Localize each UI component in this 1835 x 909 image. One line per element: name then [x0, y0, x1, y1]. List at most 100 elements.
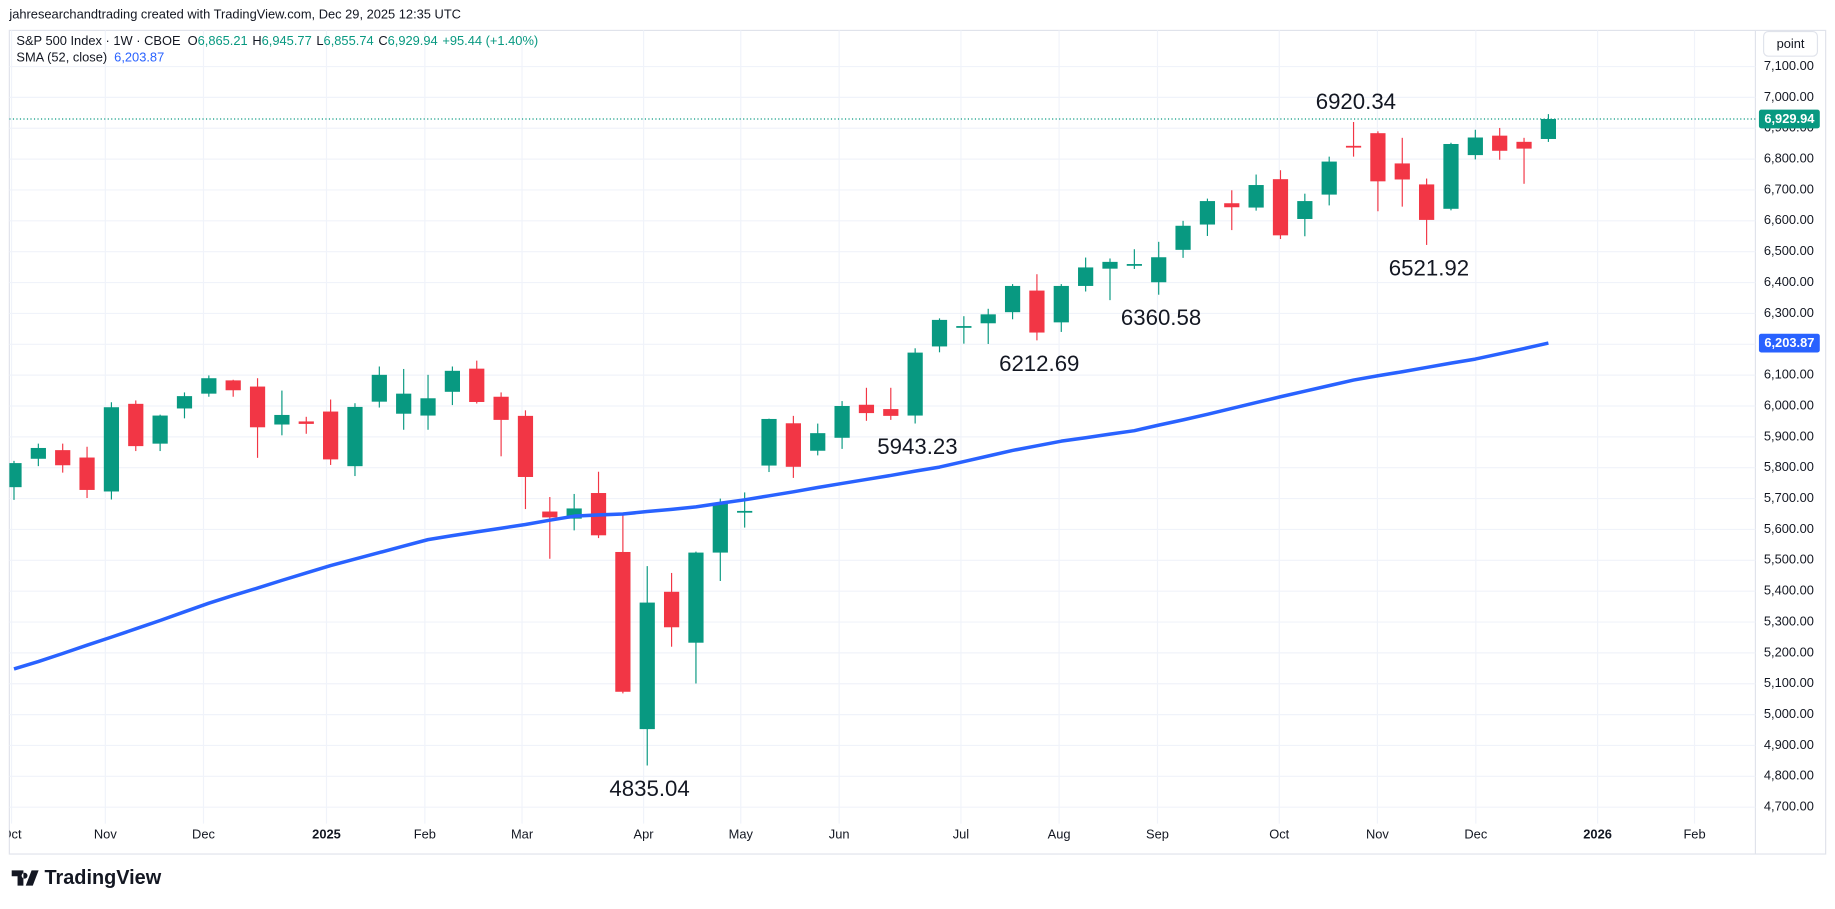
sma-line [13, 341, 1549, 671]
logo-icon [11, 870, 39, 886]
x-tick-label: 2025 [312, 827, 341, 842]
candle-body [444, 370, 460, 392]
annotation: 6521.92 [1389, 255, 1469, 280]
credit: jahresearchandtrading created with Tradi… [8, 7, 461, 22]
x-tick: Nov [94, 827, 117, 842]
candle-body [1419, 184, 1435, 220]
last-price-box [1758, 109, 1820, 129]
candle-body [1053, 285, 1069, 323]
candle-body [249, 386, 266, 428]
ohlc-key: C [378, 34, 387, 49]
candle-body [542, 511, 558, 518]
candle-body [1297, 201, 1313, 219]
legend-symbol-line: S&P 500 Index · 1W · CBOE O6,865.21 H6,945… [16, 34, 538, 49]
candle-body [30, 447, 46, 459]
x-tick-label: Aug [1048, 827, 1071, 842]
candle-body [1004, 285, 1021, 313]
candle-body [639, 602, 655, 730]
candle-body [128, 403, 144, 447]
candle-body [1443, 143, 1459, 209]
last-price-label: 6,929.94 [1764, 111, 1815, 126]
x-tick-label: Mar [511, 827, 534, 842]
candle-body [737, 510, 753, 513]
x-tick: Nov [1366, 827, 1389, 842]
ohlc-key: L [316, 34, 323, 49]
ohlc-key: H [252, 34, 261, 49]
x-tick-label: Feb [414, 827, 436, 842]
candle-body [566, 508, 582, 519]
unit-button-label[interactable]: point [1777, 36, 1805, 51]
x-tick: Mar [511, 827, 534, 842]
annotation: 6920.34 [1316, 89, 1396, 114]
y-tick-label: 4,800.00 [1764, 768, 1814, 783]
y-tick-label: 6,000.00 [1764, 397, 1814, 412]
candle-body [152, 415, 168, 444]
x-tick-label: Apr [634, 827, 655, 842]
x-tick: Oct [1269, 827, 1289, 842]
candle-body [493, 396, 509, 420]
sma-name: SMA (52, close) [16, 50, 107, 65]
y-tick-label: 5,900.00 [1764, 428, 1814, 443]
y-tick-label: 5,400.00 [1764, 583, 1814, 598]
y-tick-label: 5,500.00 [1764, 552, 1814, 567]
x-tick: Oct [9, 827, 22, 842]
annotation: 6212.69 [999, 351, 1079, 376]
x-tick: 2026 [1583, 827, 1612, 842]
y-tick-label: 5,800.00 [1764, 459, 1814, 474]
y-tick-label: 6,300.00 [1764, 305, 1814, 320]
candle-body [907, 352, 923, 416]
candle-body [1272, 179, 1289, 236]
unit-button[interactable] [1763, 31, 1819, 57]
logo-text: TradingView [44, 867, 161, 889]
change: +95.44 (+1.40%) [442, 34, 538, 49]
y-tick-label: 6,100.00 [1764, 367, 1814, 382]
y-tick-label: 6,800.00 [1764, 151, 1814, 166]
candle-body [420, 398, 436, 416]
candle-body [1029, 290, 1045, 333]
sma-price-box [1758, 333, 1820, 353]
candle-body [956, 326, 972, 328]
candle-body [761, 418, 777, 466]
x-tick-label: Oct [1269, 827, 1289, 842]
logo: TradingView [11, 867, 162, 889]
candle-body [663, 591, 680, 628]
y-tick-label: 5,300.00 [1764, 613, 1814, 628]
y-tick-label: 5,700.00 [1764, 490, 1814, 505]
candle-body [1370, 133, 1386, 182]
pane-border [8, 29, 1827, 855]
x-tick-label: Jun [829, 827, 850, 842]
y-tick-label: 6,400.00 [1764, 274, 1814, 289]
x-tick-label: 2026 [1583, 827, 1612, 842]
x-tick: Feb [414, 827, 436, 842]
candle-body [1492, 135, 1508, 151]
candle-body [1516, 141, 1532, 149]
candle-body [834, 405, 850, 438]
candle-body [396, 393, 412, 414]
annotation: 4835.04 [609, 776, 689, 801]
plot-layer: 6920.34 4835.04 5943.23 6212.69 6360.58 6521.… [9, 89, 1756, 801]
candle-body [1540, 119, 1557, 139]
candle-body [615, 551, 631, 692]
candle-body [1102, 261, 1118, 269]
candle-body [810, 433, 826, 451]
x-tick: Dec [192, 827, 215, 842]
ohlc-value: 6,855.74 [324, 34, 374, 49]
y-tick-label: 5,000.00 [1764, 706, 1814, 721]
candle-body [103, 407, 120, 492]
candle-body [785, 423, 801, 467]
x-tick-label: Dec [1464, 827, 1487, 842]
candle-body [517, 415, 534, 477]
candle-body [1394, 163, 1410, 180]
candle-body [176, 396, 193, 409]
y-tick-label: 4,900.00 [1764, 737, 1814, 752]
y-tick-label: 7,000.00 [1764, 89, 1814, 104]
candle-body [469, 368, 485, 402]
candle-body [371, 374, 387, 402]
candle-body [1467, 137, 1483, 156]
candle-body [858, 404, 875, 414]
candle-body [201, 378, 217, 394]
candle-body [9, 463, 22, 488]
candle-body [1078, 267, 1094, 286]
